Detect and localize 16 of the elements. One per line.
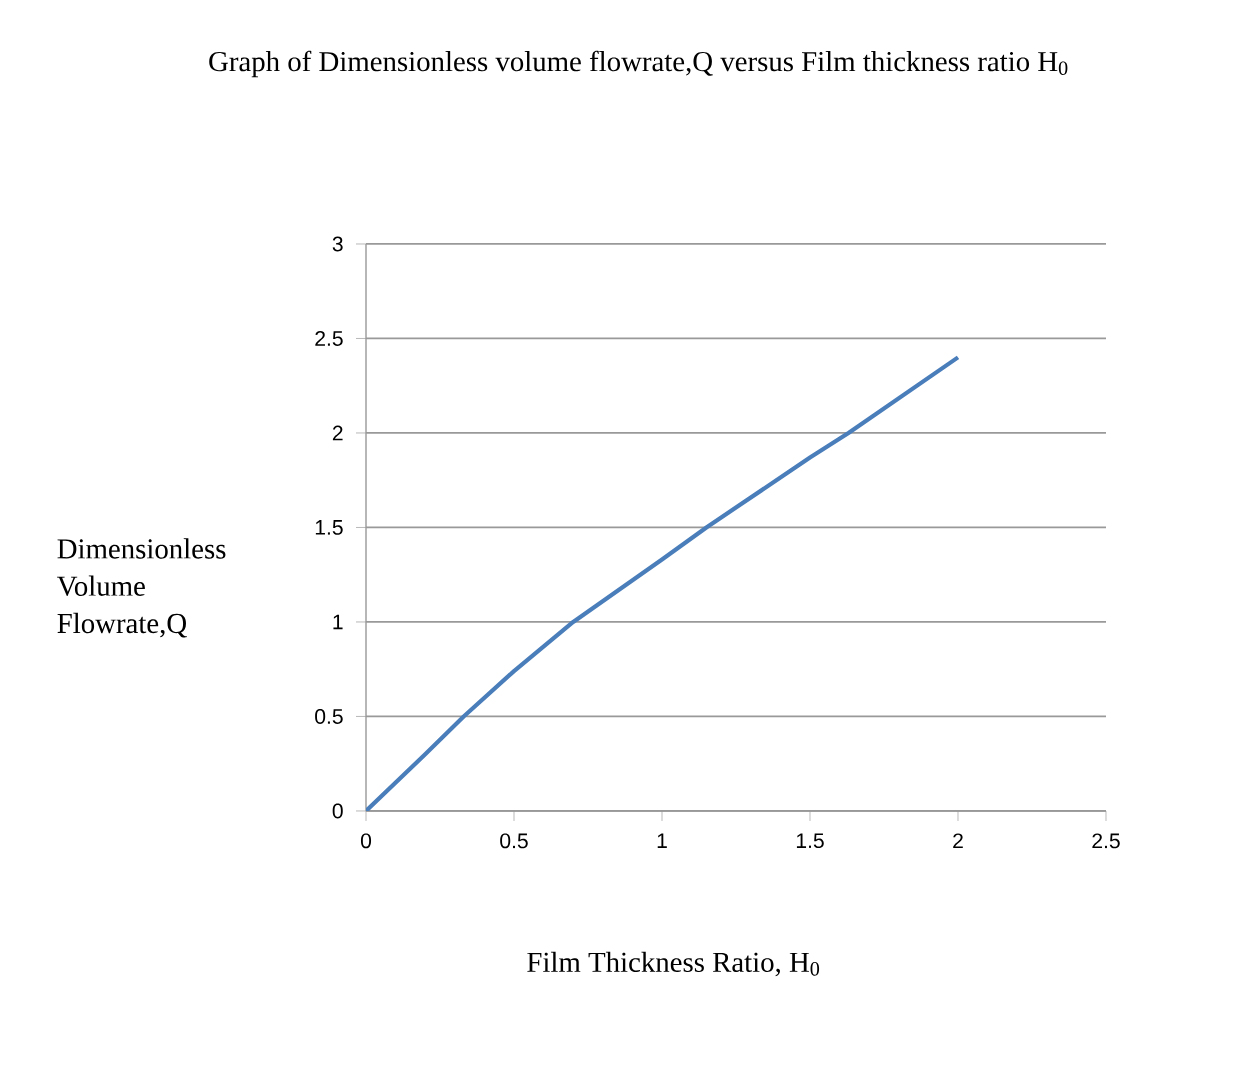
x-tick-label: 1 [657,833,667,848]
y-tick-label: 2 [332,425,343,441]
chart-title: Graph of Dimensionless volume flowrate,Q versus Film thickness ratio H$_{0}$ [209,50,1068,78]
y-tick-label: 1 [333,614,343,630]
y-tick-label: 3 [332,236,343,252]
x-tick-label: 2.5 [1092,833,1120,849]
x-tick-label: 2 [953,833,963,849]
x-axis-title: Film Thickness Ratio, H$_{0}$ [527,951,820,977]
x-tick-label: 0.5 [500,833,528,849]
y-tick-label: 2.5 [315,331,343,346]
y-tick-label: 0.5 [315,709,343,724]
y-tick-label: 1.5 [315,520,343,535]
y-tick-label: 0 [332,803,343,819]
y-axis-title: Dimensionless Volume Flowrate,Q [57,538,226,638]
x-tick-label: 0 [360,833,372,849]
x-tick-label: 1.5 [796,833,824,849]
